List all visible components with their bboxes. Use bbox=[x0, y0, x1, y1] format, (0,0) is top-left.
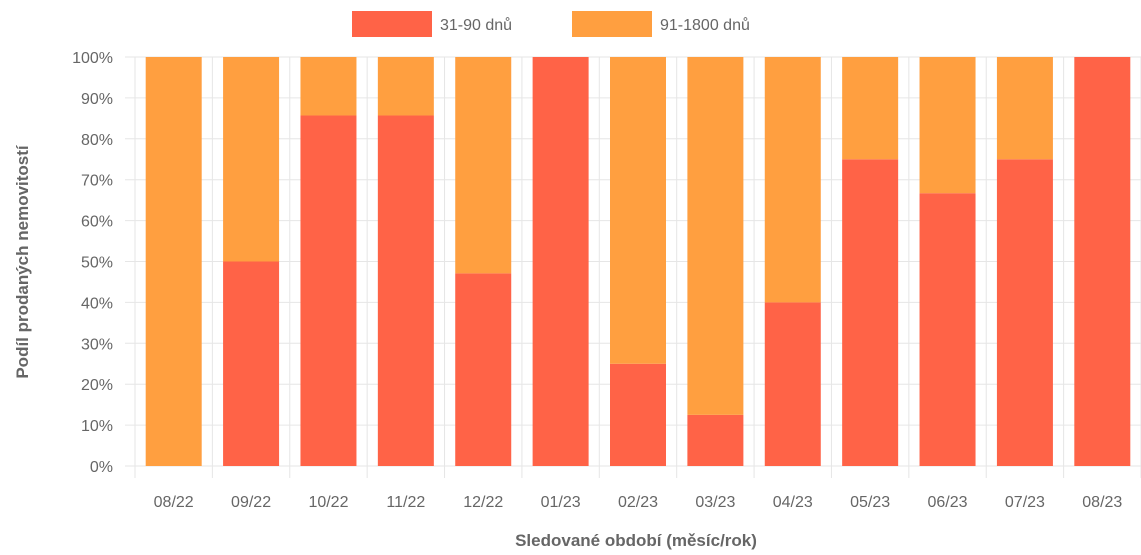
bar-segment-series-2[interactable] bbox=[842, 57, 899, 160]
y-tick-label: 30% bbox=[81, 336, 113, 353]
y-tick-label: 80% bbox=[81, 132, 113, 149]
legend: 31-90 dnů 91-1800 dnů bbox=[352, 11, 750, 37]
y-tick-label: 10% bbox=[81, 418, 113, 435]
bar-segment-series-2[interactable] bbox=[377, 57, 434, 116]
bars bbox=[145, 57, 1131, 467]
x-tick-label: 07/23 bbox=[1005, 494, 1045, 511]
x-tick-label: 03/23 bbox=[695, 494, 735, 511]
x-tick-label: 09/22 bbox=[231, 494, 271, 511]
bar-segment-series-1[interactable] bbox=[223, 261, 280, 467]
y-tick-label: 50% bbox=[81, 255, 113, 272]
bar-segment-series-1[interactable] bbox=[455, 273, 512, 466]
bar-segment-series-1[interactable] bbox=[764, 302, 821, 466]
bar-segment-series-1[interactable] bbox=[300, 115, 357, 466]
x-tick-label: 08/23 bbox=[1082, 494, 1122, 511]
x-axis-ticks: 08/22 09/22 10/22 11/22 12/22 01/23 02/23 03/23… bbox=[154, 494, 1123, 511]
bar-segment-series-2[interactable] bbox=[996, 57, 1053, 160]
x-tick-label: 06/23 bbox=[928, 494, 968, 511]
y-tick-label: 40% bbox=[81, 295, 113, 312]
bar-segment-series-2[interactable] bbox=[455, 57, 512, 274]
bar-segment-series-2[interactable] bbox=[300, 57, 357, 116]
x-tick-label: 08/22 bbox=[154, 494, 194, 511]
bar-segment-series-1[interactable] bbox=[1074, 57, 1131, 466]
bar-segment-series-2[interactable] bbox=[145, 57, 202, 466]
x-tick-label: 11/22 bbox=[386, 494, 425, 511]
x-tick-label: 01/23 bbox=[541, 494, 581, 511]
bar-segment-series-1[interactable] bbox=[842, 159, 899, 466]
bar-segment-series-2[interactable] bbox=[610, 57, 666, 364]
y-tick-label: 100% bbox=[72, 50, 113, 67]
x-tick-label: 12/22 bbox=[463, 494, 503, 511]
bar-segment-series-2[interactable] bbox=[687, 57, 744, 415]
legend-label-31-90[interactable]: 31-90 dnů bbox=[440, 16, 512, 34]
y-tick-label: 20% bbox=[81, 377, 113, 394]
bar-segment-series-1[interactable] bbox=[377, 115, 434, 466]
bar-segment-series-1[interactable] bbox=[996, 159, 1053, 466]
x-tick-label: 04/23 bbox=[773, 494, 813, 511]
x-tick-label: 10/22 bbox=[308, 494, 348, 511]
x-axis-title: Sledované období (měsíc/rok) bbox=[515, 531, 757, 550]
bar-segment-series-2[interactable] bbox=[223, 57, 280, 262]
legend-swatch-31-90[interactable] bbox=[352, 11, 432, 37]
x-tick-label: 05/23 bbox=[850, 494, 890, 511]
x-tick-label: 02/23 bbox=[618, 494, 658, 511]
y-tick-label: 90% bbox=[81, 91, 113, 108]
bar-segment-series-1[interactable] bbox=[687, 414, 744, 466]
y-tick-label: 0% bbox=[90, 459, 113, 476]
y-axis-title: Podíl prodaných nemovitostí bbox=[13, 144, 32, 379]
bar-segment-series-1[interactable] bbox=[919, 193, 976, 466]
bar-segment-series-1[interactable] bbox=[532, 57, 589, 466]
bar-segment-series-2[interactable] bbox=[919, 57, 976, 194]
legend-swatch-91-1800[interactable] bbox=[572, 11, 652, 37]
y-tick-label: 60% bbox=[81, 214, 113, 231]
y-axis-ticks: 0% 10% 20% 30% 40% 50% 60% 70% 80% 90% 100% bbox=[72, 50, 113, 476]
y-tick-label: 70% bbox=[81, 173, 113, 190]
legend-label-91-1800[interactable]: 91-1800 dnů bbox=[660, 16, 750, 34]
bar-segment-series-1[interactable] bbox=[610, 363, 666, 466]
bar-segment-series-2[interactable] bbox=[764, 57, 821, 303]
